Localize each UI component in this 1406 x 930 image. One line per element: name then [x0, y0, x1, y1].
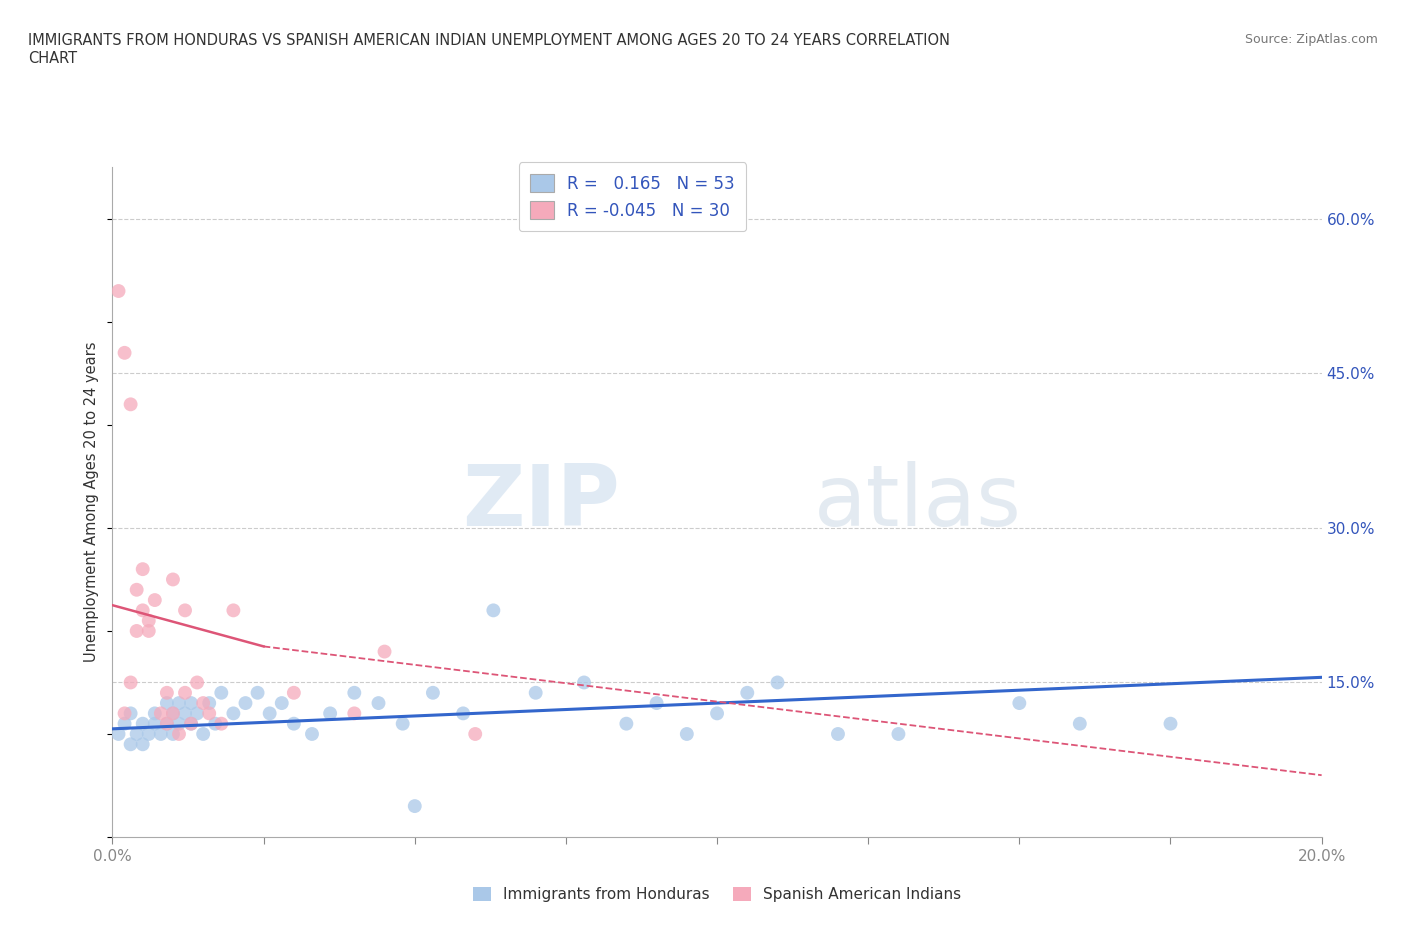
Point [143, 706, 166, 721]
Point [374, 644, 396, 659]
Point [343, 685, 366, 700]
Point [222, 706, 245, 721]
Point [343, 706, 366, 721]
Point [404, 799, 426, 814]
Point [138, 623, 160, 638]
Point [114, 716, 136, 731]
Point [235, 696, 257, 711]
Point [422, 685, 444, 700]
Point [198, 696, 221, 711]
Point [156, 716, 179, 731]
Point [174, 603, 197, 618]
Point [107, 284, 129, 299]
Point [367, 696, 389, 711]
Text: Source: ZipAtlas.com: Source: ZipAtlas.com [1244, 33, 1378, 46]
Point [180, 716, 202, 731]
Point [180, 696, 202, 711]
Point [156, 685, 179, 700]
Point [132, 716, 155, 731]
Point [125, 726, 148, 741]
Point [149, 706, 172, 721]
Point [162, 706, 184, 721]
Point [143, 592, 166, 607]
Text: atlas: atlas [814, 460, 1022, 544]
Point [827, 726, 849, 741]
Point [1159, 716, 1181, 731]
Point [138, 613, 160, 628]
Point [319, 706, 342, 721]
Point [132, 737, 155, 751]
Point [186, 706, 208, 721]
Point [204, 716, 226, 731]
Point [186, 675, 208, 690]
Point [198, 706, 221, 721]
Point [114, 345, 136, 360]
Text: ZIP: ZIP [463, 460, 620, 544]
Point [259, 706, 281, 721]
Point [156, 716, 179, 731]
Point [191, 696, 214, 711]
Point [1008, 696, 1031, 711]
Point [887, 726, 910, 741]
Point [482, 603, 505, 618]
Point [138, 726, 160, 741]
Point [391, 716, 413, 731]
Point [125, 623, 148, 638]
Point [180, 716, 202, 731]
Point [120, 706, 142, 721]
Text: IMMIGRANTS FROM HONDURAS VS SPANISH AMERICAN INDIAN UNEMPLOYMENT AMONG AGES 20 T: IMMIGRANTS FROM HONDURAS VS SPANISH AMER… [28, 33, 950, 47]
Point [706, 706, 728, 721]
Point [125, 582, 148, 597]
Point [107, 726, 129, 741]
Point [120, 737, 142, 751]
Point [167, 726, 190, 741]
Point [156, 696, 179, 711]
Point [174, 706, 197, 721]
Point [162, 726, 184, 741]
Point [464, 726, 486, 741]
Point [616, 716, 638, 731]
Point [120, 675, 142, 690]
Point [645, 696, 668, 711]
Point [149, 726, 172, 741]
Point [114, 706, 136, 721]
Point [737, 685, 759, 700]
Point [167, 696, 190, 711]
Point [222, 603, 245, 618]
Point [451, 706, 474, 721]
Y-axis label: Unemployment Among Ages 20 to 24 years: Unemployment Among Ages 20 to 24 years [84, 342, 100, 662]
Point [191, 726, 214, 741]
Point [174, 685, 197, 700]
Point [1069, 716, 1091, 731]
Point [162, 706, 184, 721]
Point [132, 603, 155, 618]
Point [283, 716, 305, 731]
Point [120, 397, 142, 412]
Point [766, 675, 789, 690]
Legend: Immigrants from Honduras, Spanish American Indians: Immigrants from Honduras, Spanish Americ… [465, 880, 969, 910]
Point [246, 685, 269, 700]
Point [209, 716, 232, 731]
Point [209, 685, 232, 700]
Point [572, 675, 595, 690]
Point [270, 696, 292, 711]
Point [283, 685, 305, 700]
Point [162, 572, 184, 587]
Text: CHART: CHART [28, 51, 77, 66]
Point [143, 716, 166, 731]
Point [675, 726, 697, 741]
Point [132, 562, 155, 577]
Point [167, 716, 190, 731]
Point [524, 685, 547, 700]
Point [301, 726, 323, 741]
